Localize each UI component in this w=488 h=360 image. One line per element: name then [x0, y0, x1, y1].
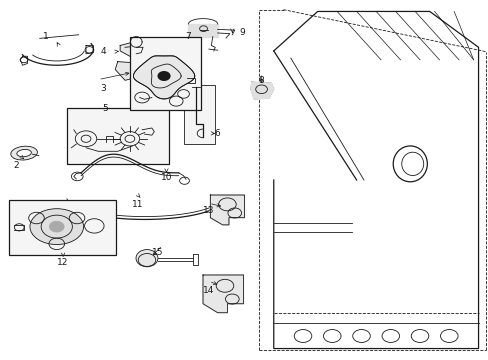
Text: 2: 2	[14, 161, 19, 170]
Polygon shape	[188, 24, 217, 37]
Circle shape	[49, 221, 64, 232]
Text: 6: 6	[214, 129, 220, 138]
Ellipse shape	[392, 146, 427, 182]
Text: 3: 3	[100, 84, 106, 93]
Bar	[183, 85, 215, 144]
Bar	[130, 37, 200, 110]
Bar	[66, 108, 168, 164]
Ellipse shape	[30, 209, 83, 244]
Ellipse shape	[136, 249, 158, 267]
Ellipse shape	[401, 152, 423, 176]
Text: 5: 5	[102, 104, 108, 113]
Polygon shape	[133, 56, 194, 99]
Text: 9: 9	[239, 28, 244, 37]
Polygon shape	[203, 275, 243, 313]
Ellipse shape	[11, 146, 37, 160]
Text: 4: 4	[100, 47, 106, 56]
Text: 7: 7	[185, 32, 191, 41]
Circle shape	[158, 72, 169, 80]
Polygon shape	[210, 195, 244, 225]
Text: 15: 15	[152, 248, 163, 257]
Polygon shape	[250, 82, 273, 99]
Polygon shape	[120, 39, 147, 56]
Text: 1: 1	[42, 32, 48, 41]
Text: 11: 11	[132, 200, 143, 209]
Ellipse shape	[17, 149, 31, 157]
Text: 14: 14	[203, 285, 214, 294]
Text: 13: 13	[203, 206, 214, 215]
Bar	[9, 200, 116, 255]
Text: 10: 10	[161, 174, 172, 183]
Polygon shape	[115, 62, 144, 80]
Text: 8: 8	[258, 76, 264, 85]
Text: 12: 12	[57, 258, 69, 267]
